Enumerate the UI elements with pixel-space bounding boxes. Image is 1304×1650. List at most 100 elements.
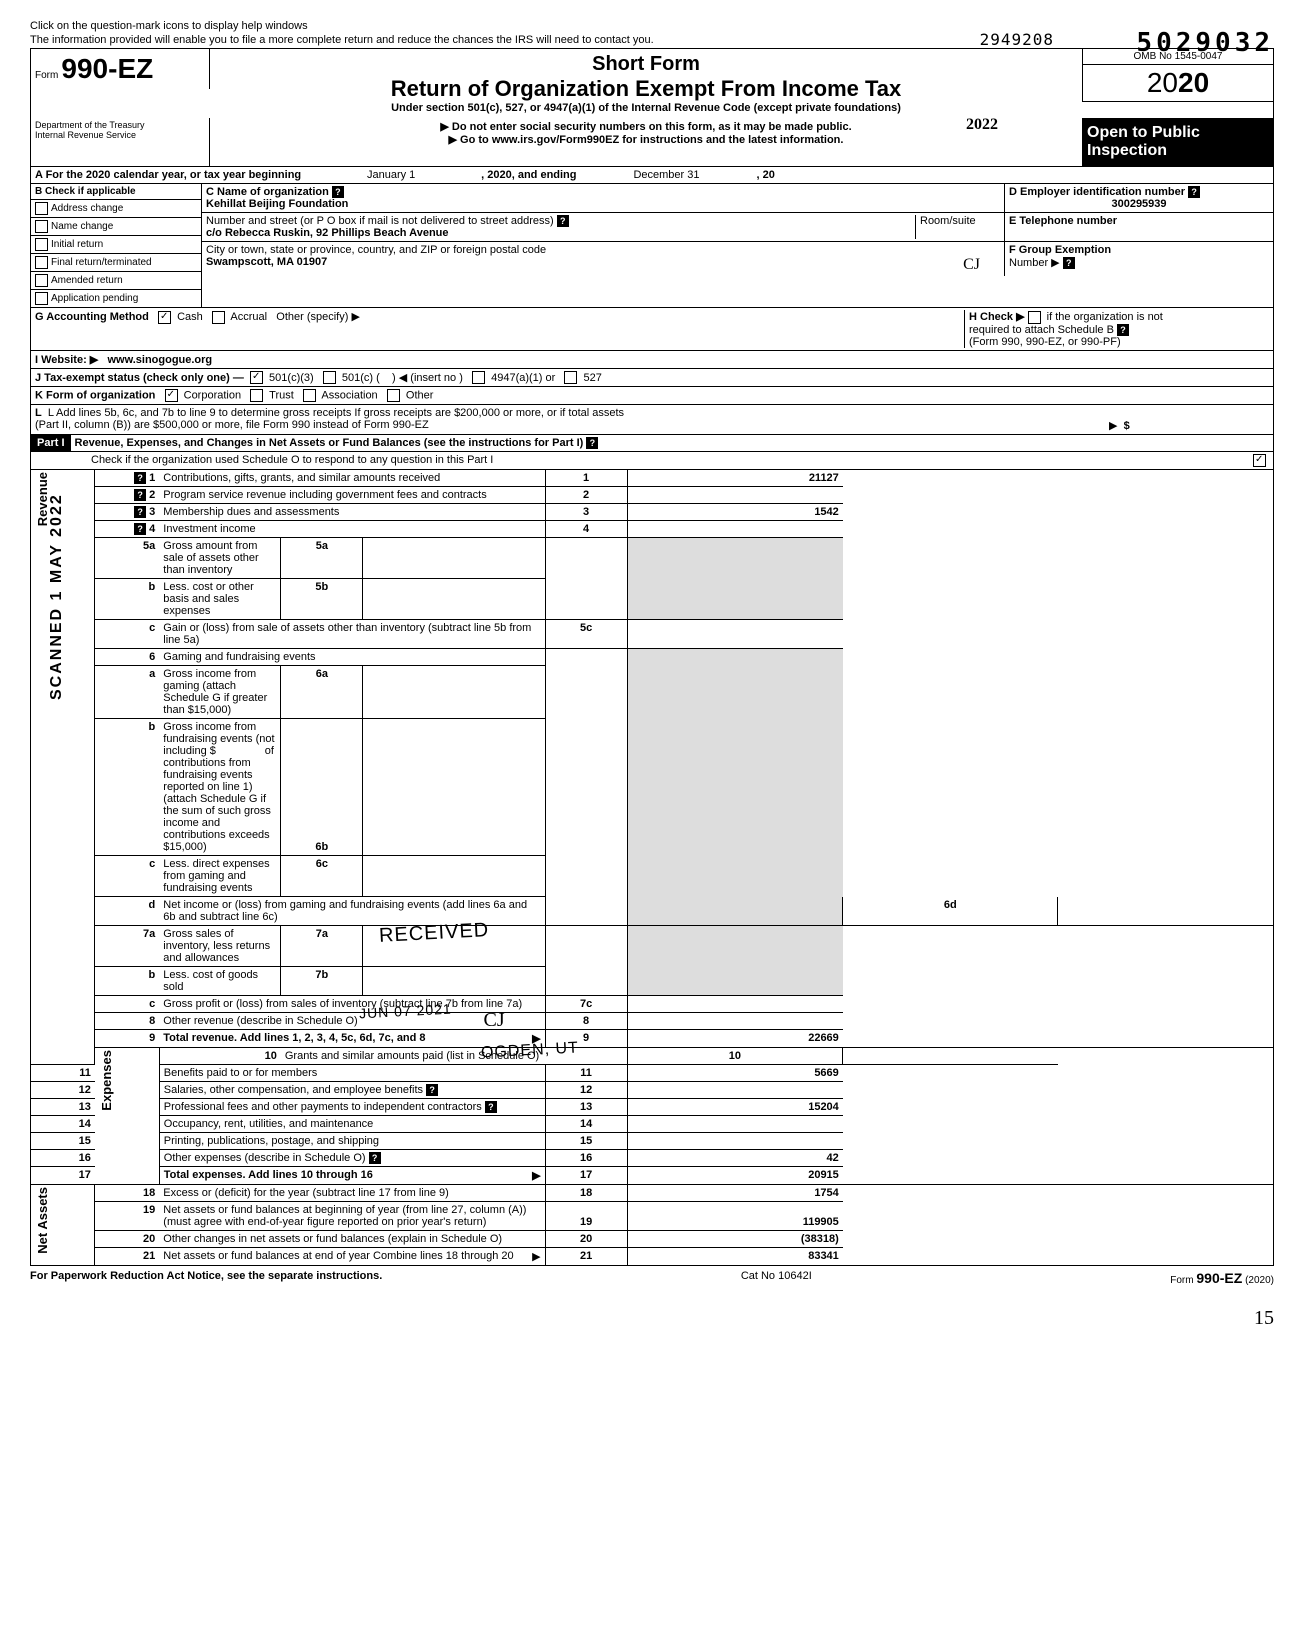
b-item-2[interactable]: Initial return bbox=[31, 236, 201, 254]
g-block: G Accounting Method Cash Accrual Other (… bbox=[35, 310, 964, 348]
side-expenses: Expenses bbox=[95, 1048, 159, 1185]
part-1-check-text: Check if the organization used Schedule … bbox=[91, 454, 493, 466]
k-corp-checkbox[interactable] bbox=[165, 389, 178, 402]
help-icon[interactable]: ? bbox=[134, 472, 146, 484]
scanned-side-stamp: SCANNED 1 MAY 2022 bbox=[34, 540, 241, 558]
line-7c: c Gross profit or (loss) from sales of i… bbox=[31, 996, 1274, 1013]
l21-desc: Net assets or fund balances at end of ye… bbox=[163, 1250, 513, 1262]
dln-stamp: 2949208 bbox=[980, 30, 1054, 49]
b-item-4[interactable]: Amended return bbox=[31, 272, 201, 290]
row-a-label: A For the 2020 calendar year, or tax yea… bbox=[35, 169, 301, 181]
l6a-desc: Gross income from gaming (attach Schedul… bbox=[159, 666, 281, 719]
l-arrow: ▶ bbox=[1109, 420, 1117, 432]
help-icon[interactable]: ? bbox=[134, 489, 146, 501]
warning-1: ▶ Do not enter social security numbers o… bbox=[212, 120, 1080, 133]
cash-checkbox[interactable] bbox=[158, 311, 171, 324]
l6a-sub: 6a bbox=[281, 666, 363, 719]
l20-box: 20 bbox=[545, 1231, 627, 1248]
j-opt4: 527 bbox=[584, 372, 602, 384]
j-527-checkbox[interactable] bbox=[564, 371, 577, 384]
h-text: H Check ▶ bbox=[969, 311, 1025, 323]
j-501c-checkbox[interactable] bbox=[323, 371, 336, 384]
help-icon[interactable]: ? bbox=[1117, 324, 1129, 336]
l2-num: 2 bbox=[149, 489, 155, 501]
l6-num: 6 bbox=[95, 649, 159, 666]
j-501c3-checkbox[interactable] bbox=[250, 371, 263, 384]
received-loc-stamp: OGDEN, UT bbox=[480, 1040, 579, 1063]
c3-value: Swampscott, MA 01907 bbox=[206, 256, 327, 268]
l3-desc: Membership dues and assessments bbox=[159, 504, 545, 521]
help-icon[interactable]: ? bbox=[332, 186, 344, 198]
l1-box: 1 bbox=[545, 470, 627, 487]
help-icon[interactable]: ? bbox=[134, 506, 146, 518]
b-header: B Check if applicable bbox=[31, 184, 201, 200]
b-item-5[interactable]: Application pending bbox=[31, 290, 201, 307]
l-text: L Add lines 5b, 6c, and 7b to line 9 to … bbox=[48, 407, 624, 419]
l15-amt bbox=[627, 1133, 843, 1150]
line-10: Expenses 10 Grants and similar amounts p… bbox=[31, 1048, 1274, 1065]
l15-num: 15 bbox=[31, 1133, 95, 1150]
l18-box: 18 bbox=[545, 1185, 627, 1202]
help-icon[interactable]: ? bbox=[369, 1152, 381, 1164]
line-5c: c Gain or (loss) from sale of assets oth… bbox=[31, 620, 1274, 649]
l6d-box: 6d bbox=[843, 897, 1058, 926]
l19-num: 19 bbox=[95, 1202, 159, 1231]
k-assoc-checkbox[interactable] bbox=[303, 389, 316, 402]
line-17: 17Total expenses. Add lines 10 through 1… bbox=[31, 1167, 1274, 1185]
b-item-0[interactable]: Address change bbox=[31, 200, 201, 218]
line-19: 19Net assets or fund balances at beginni… bbox=[31, 1202, 1274, 1231]
l21-amt: 83341 bbox=[627, 1248, 843, 1266]
row-a-end: December 31 bbox=[577, 169, 757, 181]
c3-label: City or town, state or province, country… bbox=[206, 244, 546, 256]
b-item-0-label: Address change bbox=[51, 203, 123, 214]
l18-desc: Excess or (deficit) for the year (subtra… bbox=[159, 1185, 545, 1202]
k-opt-3: Other bbox=[406, 390, 434, 402]
b-item-1[interactable]: Name change bbox=[31, 218, 201, 236]
l20-desc: Other changes in net assets or fund bala… bbox=[159, 1231, 545, 1248]
l5a-sub: 5a bbox=[281, 538, 363, 579]
l5c-desc: Gain or (loss) from sale of assets other… bbox=[159, 620, 545, 649]
help-icon[interactable]: ? bbox=[557, 215, 569, 227]
h-checkbox[interactable] bbox=[1028, 311, 1041, 324]
help-icon[interactable]: ? bbox=[134, 523, 146, 535]
hint-line-1: Click on the question-mark icons to disp… bbox=[30, 20, 1274, 32]
side-expenses-label: Expenses bbox=[99, 1050, 114, 1111]
line-4: ? 4 Investment income 4 bbox=[31, 521, 1274, 538]
l13-amt: 15204 bbox=[627, 1099, 843, 1116]
part-1-title-text: Revenue, Expenses, and Changes in Net As… bbox=[75, 437, 584, 449]
e-block: E Telephone number bbox=[1005, 213, 1273, 242]
help-icon[interactable]: ? bbox=[426, 1084, 438, 1096]
l6-desc: Gaming and fundraising events bbox=[159, 649, 545, 666]
l7a-sub: 7a bbox=[281, 926, 363, 967]
line-14: 14Occupancy, rent, utilities, and mainte… bbox=[31, 1116, 1274, 1133]
footer-left: For Paperwork Reduction Act Notice, see … bbox=[30, 1270, 382, 1286]
help-icon[interactable]: ? bbox=[586, 437, 598, 449]
c-label: C Name of organization bbox=[206, 186, 329, 198]
k-trust-checkbox[interactable] bbox=[250, 389, 263, 402]
l18-num: 18 bbox=[95, 1185, 159, 1202]
scanned-side-text: SCANNED 1 MAY 2022 bbox=[48, 493, 66, 700]
part-1-schedule-o-checkbox[interactable] bbox=[1253, 454, 1266, 467]
help-icon[interactable]: ? bbox=[1063, 257, 1075, 269]
d-block: D Employer identification number ? 30029… bbox=[1005, 184, 1273, 213]
l6b-num: b bbox=[95, 719, 159, 856]
h-text4: (Form 990, 990-EZ, or 990-PF) bbox=[969, 336, 1121, 348]
k-opt-2: Association bbox=[321, 390, 377, 402]
k-other-checkbox[interactable] bbox=[387, 389, 400, 402]
g-other: Other (specify) ▶ bbox=[276, 311, 360, 323]
help-icon[interactable]: ? bbox=[485, 1101, 497, 1113]
accrual-checkbox[interactable] bbox=[212, 311, 225, 324]
l21-arrow: ▶ bbox=[532, 1250, 540, 1263]
l17-desc: Total expenses. Add lines 10 through 16 bbox=[164, 1169, 373, 1181]
l4-desc: Investment income bbox=[159, 521, 545, 538]
j-4947-checkbox[interactable] bbox=[472, 371, 485, 384]
c2-value: c/o Rebecca Ruskin, 92 Phillips Beach Av… bbox=[206, 227, 449, 239]
open-public-l2: Inspection bbox=[1087, 142, 1269, 160]
help-icon[interactable]: ? bbox=[1188, 186, 1200, 198]
l7c-amt bbox=[627, 996, 843, 1013]
l7b-num: b bbox=[95, 967, 159, 996]
l7c-num: c bbox=[95, 996, 159, 1013]
form-header-row: Form 990-EZ Short Form Return of Organiz… bbox=[30, 48, 1274, 118]
b-item-3[interactable]: Final return/terminated bbox=[31, 254, 201, 272]
part-1-header-row: Part I Revenue, Expenses, and Changes in… bbox=[30, 435, 1274, 452]
